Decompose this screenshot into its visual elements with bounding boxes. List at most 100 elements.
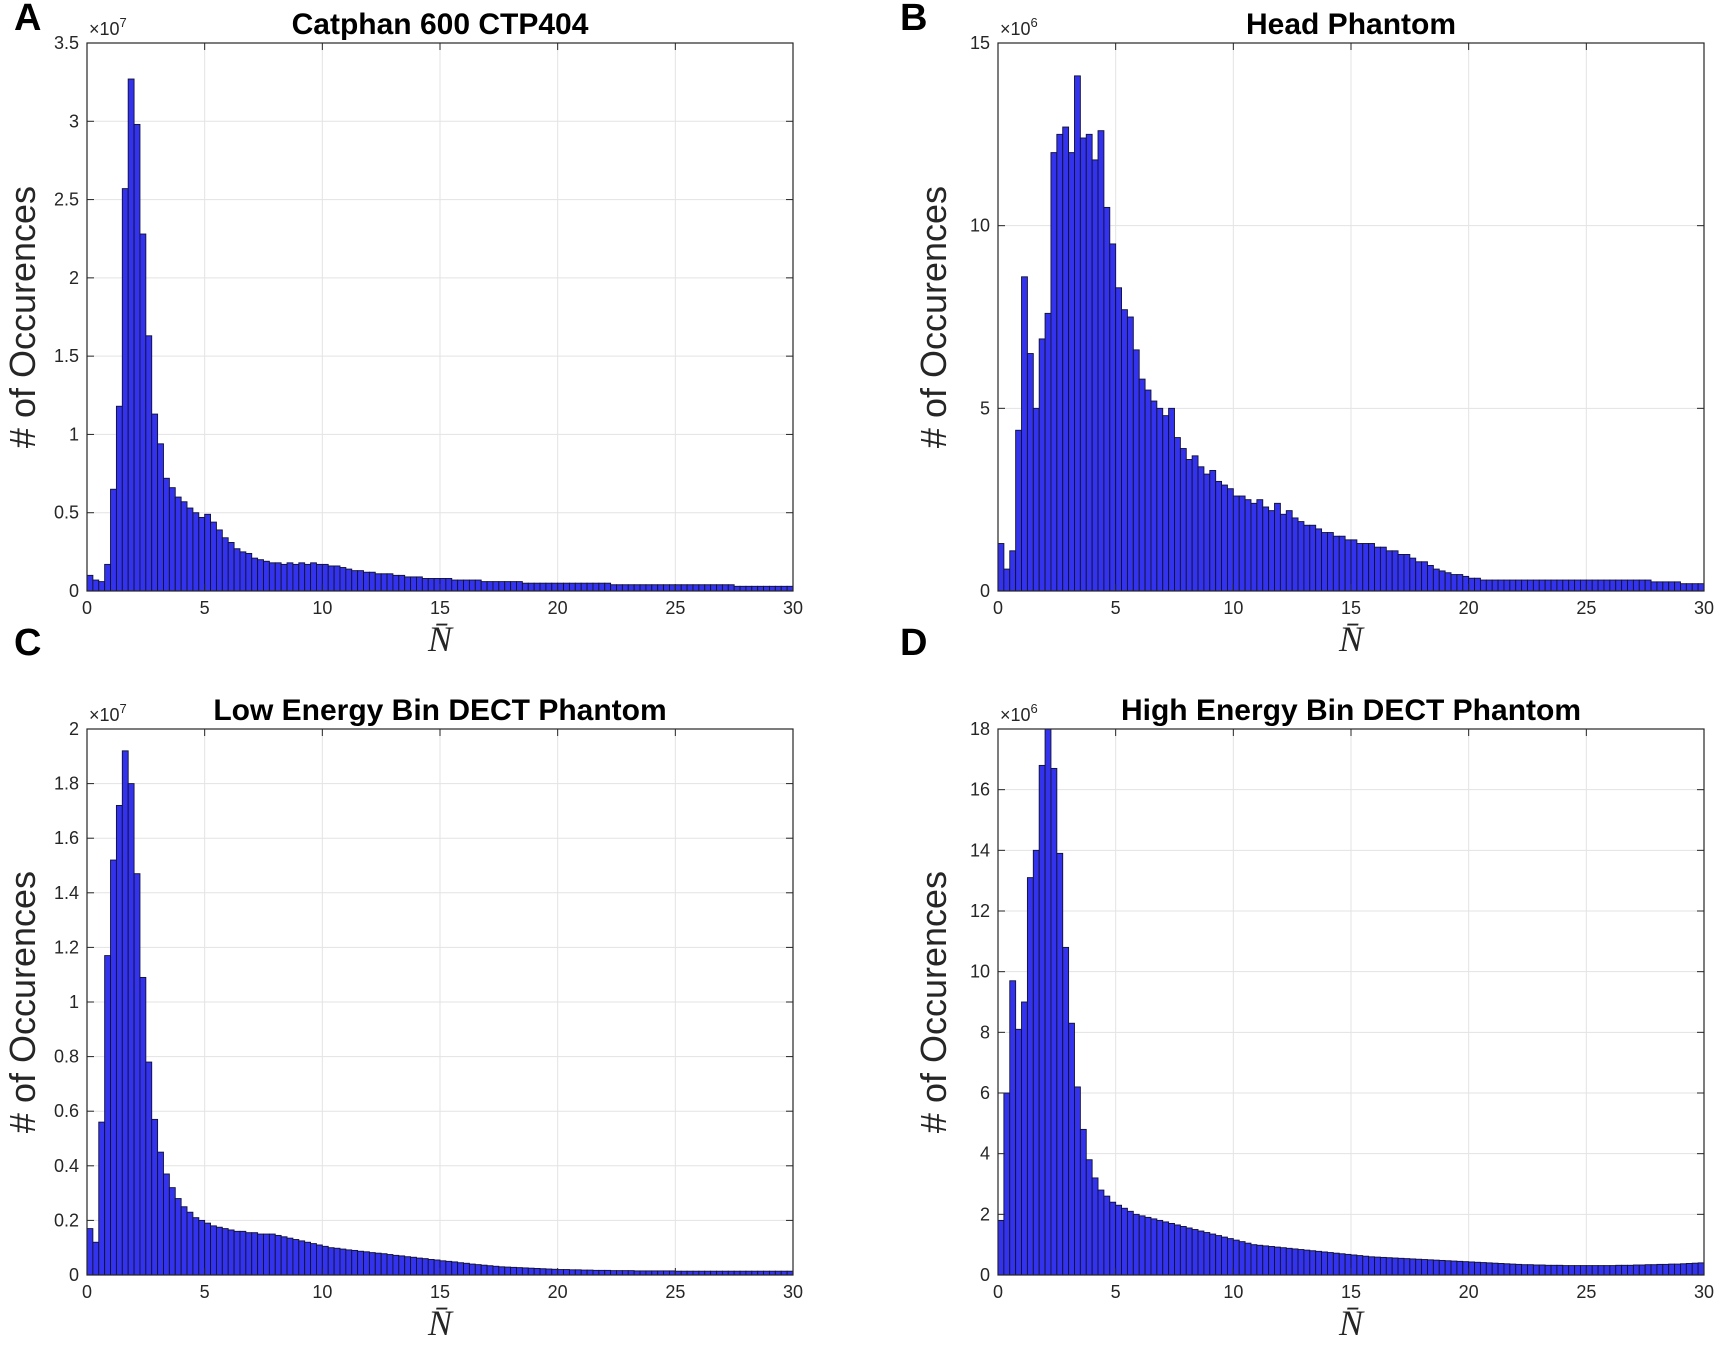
histogram-bar <box>321 563 329 592</box>
histogram-bar <box>1421 561 1428 592</box>
histogram-bar <box>645 584 653 592</box>
histogram-bar <box>121 188 129 592</box>
histogram-bar <box>1515 1263 1523 1276</box>
y-multiplier-base: ×10 <box>89 705 120 725</box>
histogram-bar <box>1050 767 1058 1276</box>
histogram-bar <box>1503 1263 1511 1276</box>
histogram-bar <box>1638 1264 1646 1276</box>
histogram-bar <box>168 487 176 592</box>
histogram-bar <box>1044 728 1052 1276</box>
x-tick-label: 25 <box>665 1282 685 1302</box>
histogram-bar <box>445 1260 453 1276</box>
histogram-bar <box>333 565 341 592</box>
histogram-bar <box>1174 437 1181 592</box>
histogram-bar <box>110 859 117 1276</box>
histogram-bar <box>1544 1264 1552 1276</box>
histogram-bar <box>621 584 629 592</box>
histogram-bar <box>292 563 300 592</box>
histogram-bar <box>286 562 294 592</box>
x-tick-label: 10 <box>312 1282 332 1302</box>
histogram-bar <box>151 1118 159 1276</box>
y-tick-label: 0.8 <box>54 1047 79 1067</box>
histogram-bar <box>1374 1256 1381 1276</box>
histogram-bar <box>168 1187 176 1276</box>
histogram-bar <box>669 1270 676 1276</box>
x-tick-label: 25 <box>1576 1282 1596 1302</box>
histogram-bar <box>227 1229 235 1276</box>
histogram-bar <box>1191 455 1199 592</box>
histogram-bar <box>92 1241 100 1276</box>
histogram-bar <box>1385 1257 1393 1276</box>
histogram-bar <box>1609 579 1617 592</box>
chart-panel-a: 0 5 10 15 20 25 30 0 0.5 1 1.5 2 2.5 3 3.5 ×107 Catphan … <box>2 0 803 659</box>
histogram-bar <box>1444 1260 1452 1276</box>
histogram-bar <box>1644 579 1652 592</box>
histogram-bar <box>280 563 288 592</box>
y-tick-label: 0 <box>980 581 990 601</box>
histogram-bar <box>633 584 641 592</box>
histogram-bar <box>1662 581 1670 592</box>
histogram-bar <box>1409 1258 1417 1276</box>
y-tick-label: 8 <box>980 1022 990 1042</box>
histogram-bar <box>145 335 153 592</box>
histogram-bar <box>1544 579 1552 592</box>
histogram-bar <box>268 1233 276 1276</box>
histogram-bar <box>1421 1259 1428 1276</box>
histogram-bar <box>1368 1256 1375 1276</box>
histogram-bar <box>1191 1229 1199 1276</box>
histogram-bar <box>1209 469 1217 592</box>
histogram-bar <box>1044 312 1052 592</box>
x-axis-label: N̄ <box>427 619 454 659</box>
histogram-bar <box>192 1217 200 1276</box>
histogram-bar <box>1232 1239 1240 1276</box>
histogram-bar <box>1168 1222 1175 1276</box>
y-tick-label: 1.5 <box>54 346 79 366</box>
histogram-bar <box>598 582 606 592</box>
chart-panel-c: 0 5 10 15 20 25 30 0 0.2 0.4 0.6 0.8 1 1.2 1.4 1.6 1.8 2 ×… <box>2 622 803 1343</box>
histogram-bar <box>757 585 765 592</box>
y-tick-label: 2 <box>980 1204 990 1224</box>
histogram-bar <box>427 578 435 592</box>
histogram-bar <box>545 1268 553 1276</box>
histogram-bar <box>327 565 335 592</box>
histogram-bar <box>574 582 582 592</box>
x-tick-label: 15 <box>430 598 450 618</box>
histogram-bar <box>1397 554 1405 592</box>
histogram-bar <box>1109 243 1117 592</box>
histogram-bar <box>1356 1255 1364 1276</box>
histogram-bar <box>457 1262 464 1276</box>
histogram-bar <box>1009 980 1017 1276</box>
histogram-bar <box>510 1266 517 1276</box>
histogram-bar <box>1350 1254 1358 1276</box>
histogram-bar <box>1574 1265 1581 1276</box>
histogram-bar <box>739 585 747 592</box>
histogram-bar <box>621 1270 629 1276</box>
x-tick-label: 10 <box>1223 598 1243 618</box>
y-multiplier-exponent: 6 <box>1031 701 1038 716</box>
histogram-bar <box>1485 579 1493 592</box>
histogram-bar <box>586 1269 594 1276</box>
histogram-bar <box>180 501 188 592</box>
y-tick-label: 14 <box>970 840 990 860</box>
histogram-bar <box>1385 550 1393 592</box>
histogram-bar <box>233 1230 241 1276</box>
histogram-bar <box>215 529 223 592</box>
histogram-bar <box>516 1267 523 1276</box>
histogram-bar <box>763 585 770 592</box>
histogram-bar <box>1509 579 1517 592</box>
histogram-bar <box>357 1250 364 1276</box>
histogram-bar <box>357 570 364 592</box>
histogram-bar <box>1079 137 1087 592</box>
histogram-bar <box>1562 1265 1570 1276</box>
histogram-bar <box>474 579 482 592</box>
histogram-bar <box>1438 1259 1446 1276</box>
histogram-bar <box>1538 1264 1546 1276</box>
y-tick-label: 1.8 <box>54 774 79 794</box>
histogram-bar <box>1250 1244 1258 1276</box>
x-tick-label: 0 <box>82 598 92 618</box>
histogram-bar <box>1350 539 1358 592</box>
histogram-bar <box>716 584 723 592</box>
histogram-bar <box>1068 152 1075 592</box>
histogram-bar <box>227 542 235 592</box>
histogram-bar <box>104 563 111 592</box>
